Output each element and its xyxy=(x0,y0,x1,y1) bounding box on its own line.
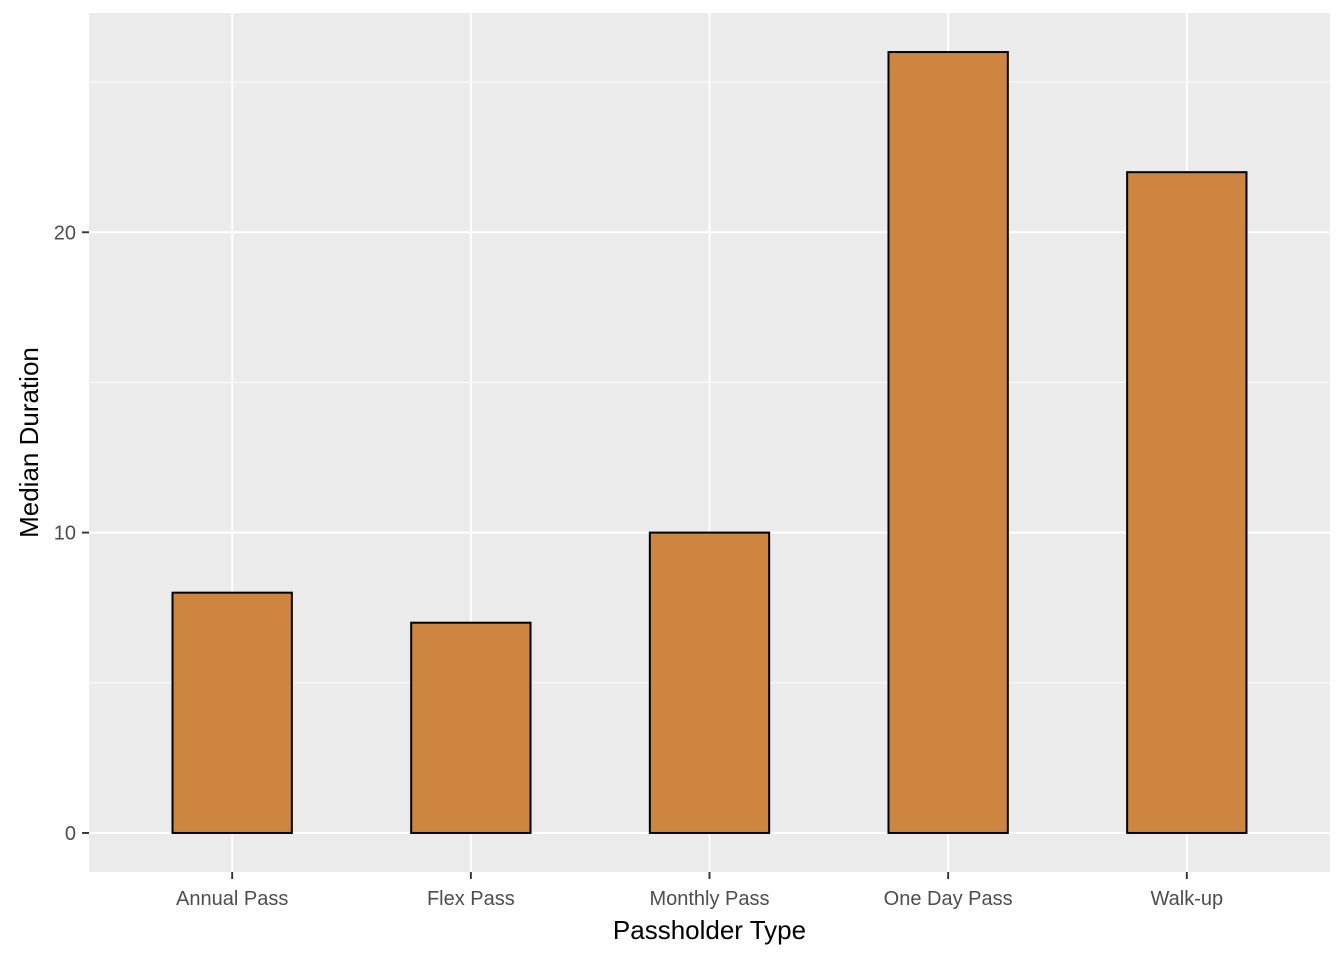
x-tick-label: Walk-up xyxy=(1151,888,1224,910)
x-axis-title: Passholder Type xyxy=(613,915,806,945)
x-tick-label: Monthly Pass xyxy=(649,888,769,910)
bar-walk-up xyxy=(1126,171,1248,834)
y-axis: 0 10 20 xyxy=(54,222,89,845)
y-tick-label: 0 xyxy=(65,823,76,845)
y-tick-label: 20 xyxy=(54,222,76,244)
y-axis-title: Median Duration xyxy=(14,347,44,538)
y-tick-label: 10 xyxy=(54,523,76,545)
bar-flex-pass xyxy=(410,621,532,834)
bars xyxy=(171,51,1248,834)
bar-one-day-pass xyxy=(887,51,1009,834)
x-tick-label: Annual Pass xyxy=(176,888,288,910)
bar-monthly-pass xyxy=(648,531,771,834)
x-axis: Annual Pass Flex Pass Monthly Pass One Day … xyxy=(176,872,1223,910)
bar-annual-pass xyxy=(171,591,293,834)
x-tick-label: One Day Pass xyxy=(884,888,1013,910)
x-tick-label: Flex Pass xyxy=(427,888,515,910)
